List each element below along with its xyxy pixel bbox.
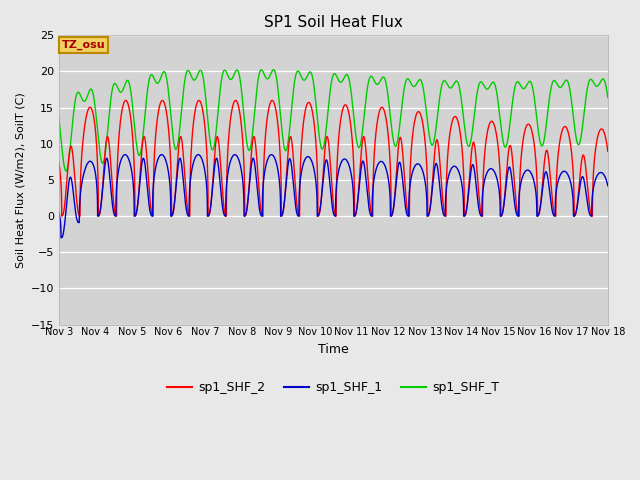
sp1_SHF_2: [241, 213, 249, 219]
sp1_SHF_2: [574, 194, 582, 200]
Text: TZ_osu: TZ_osu: [61, 40, 105, 50]
sp1_SHF_1: [121, 152, 129, 157]
sp1_SHF_2: [472, 152, 479, 158]
sp1_SHF_T: [55, 115, 63, 120]
sp1_SHF_2: [315, 213, 323, 218]
sp1_SHF_1: [581, 182, 589, 188]
sp1_SHF_1: [472, 178, 479, 184]
Legend: sp1_SHF_2, sp1_SHF_1, sp1_SHF_T: sp1_SHF_2, sp1_SHF_1, sp1_SHF_T: [162, 376, 504, 399]
sp1_SHF_T: [456, 89, 464, 95]
sp1_SHF_T: [315, 129, 323, 135]
sp1_SHF_1: [57, 235, 65, 240]
sp1_SHF_1: [604, 183, 612, 189]
sp1_SHF_2: [55, 159, 63, 165]
sp1_SHF_2: [278, 213, 285, 219]
sp1_SHF_T: [241, 128, 249, 133]
X-axis label: Time: Time: [318, 343, 349, 356]
sp1_SHF_T: [62, 168, 70, 174]
Line: sp1_SHF_2: sp1_SHF_2: [59, 100, 608, 216]
Line: sp1_SHF_T: sp1_SHF_T: [59, 70, 608, 171]
Title: SP1 Soil Heat Flux: SP1 Soil Heat Flux: [264, 15, 403, 30]
sp1_SHF_T: [604, 95, 612, 100]
sp1_SHF_1: [315, 212, 323, 217]
sp1_SHF_1: [574, 197, 582, 203]
sp1_SHF_2: [456, 130, 464, 136]
Line: sp1_SHF_1: sp1_SHF_1: [59, 155, 608, 238]
sp1_SHF_T: [269, 67, 277, 72]
sp1_SHF_1: [55, 210, 63, 216]
sp1_SHF_2: [604, 148, 612, 154]
sp1_SHF_T: [574, 142, 582, 147]
sp1_SHF_1: [242, 212, 250, 218]
sp1_SHF_T: [581, 104, 589, 109]
Y-axis label: Soil Heat Flux (W/m2), SoilT (C): Soil Heat Flux (W/m2), SoilT (C): [15, 92, 25, 268]
sp1_SHF_2: [268, 97, 276, 103]
sp1_SHF_1: [456, 173, 464, 179]
sp1_SHF_T: [472, 100, 479, 106]
sp1_SHF_2: [581, 158, 589, 164]
